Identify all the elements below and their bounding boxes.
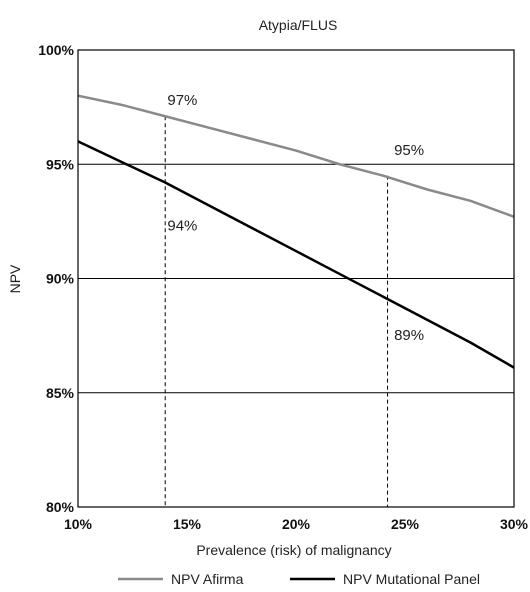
y-tick-label: 80% — [46, 499, 75, 515]
y-tick-label: 100% — [38, 42, 74, 58]
chart-title: Atypia/FLUS — [259, 17, 338, 33]
x-tick-label: 10% — [64, 516, 93, 532]
annotation-label: 89% — [394, 327, 424, 344]
x-tick-label: 30% — [500, 516, 529, 532]
annotation-label: 95% — [394, 142, 424, 159]
series-line-1 — [77, 140, 515, 369]
series-lines — [77, 94, 515, 369]
x-tick-label: 20% — [282, 516, 311, 532]
y-tick-label: 90% — [46, 271, 75, 287]
x-axis-label: Prevalence (risk) of malignancy — [196, 542, 391, 558]
annotation-label: 94% — [167, 218, 197, 235]
x-tick-labels: 10% 15% 20% 25% 30% — [64, 516, 529, 532]
grid-lines — [78, 163, 514, 394]
y-tick-labels: 80% 85% 90% 95% 100% — [38, 42, 74, 515]
series-line-0 — [77, 94, 515, 218]
plot-frame — [77, 49, 515, 508]
legend-label: NPV Afirma — [171, 571, 244, 587]
reference-lines — [164, 116, 389, 507]
y-axis-label: NPV — [7, 264, 23, 293]
x-tick-label: 25% — [391, 516, 420, 532]
annotations: 97% 95% 94% 89% — [167, 92, 424, 344]
legend: NPV Afirma NPV Mutational Panel — [118, 571, 480, 587]
legend-label: NPV Mutational Panel — [343, 571, 480, 587]
x-tick-label: 15% — [173, 516, 202, 532]
annotation-label: 97% — [167, 92, 197, 109]
y-tick-label: 95% — [46, 156, 75, 172]
y-tick-label: 85% — [46, 385, 75, 401]
